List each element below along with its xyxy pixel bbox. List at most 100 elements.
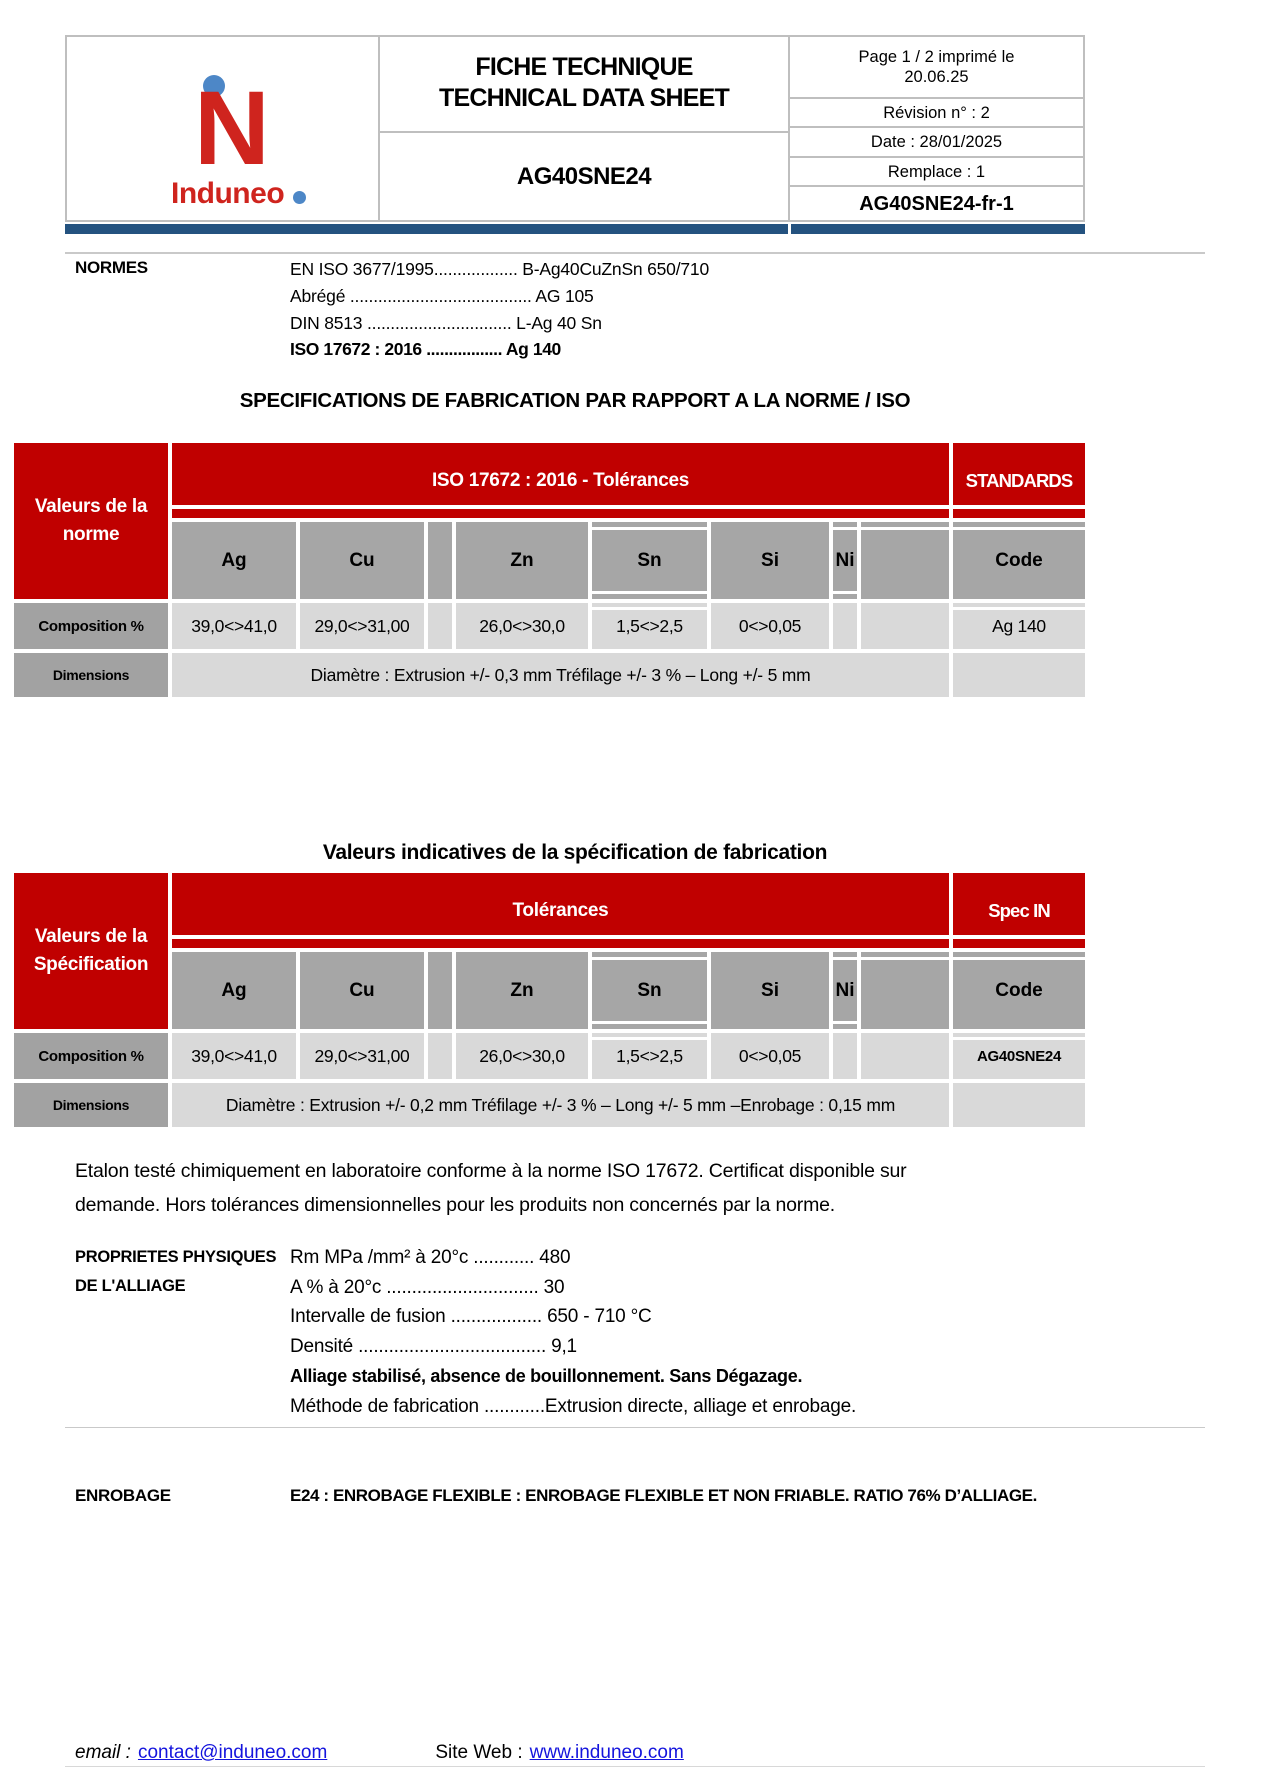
dimensions-text: Diamètre : Extrusion +/- 0,3 mm Tréfilag… bbox=[172, 653, 949, 697]
table-band-title: ISO 17672 : 2016 - Tolérances bbox=[172, 443, 949, 518]
enrobage-text: E24 : ENROBAGE FLEXIBLE : ENROBAGE FLEXI… bbox=[290, 1486, 1037, 1505]
website-label: Site Web : bbox=[435, 1742, 523, 1763]
revision-number: Révision n° : 2 bbox=[790, 97, 1083, 126]
composition-empty bbox=[861, 1033, 949, 1079]
page-info: Page 1 / 2 imprimé le 20.06.25 bbox=[790, 37, 1083, 97]
header-accent-bar bbox=[65, 224, 788, 234]
lab-note-line: Etalon testé chimiquement en laboratoire… bbox=[75, 1160, 907, 1182]
title-fr: FICHE TECHNIQUE bbox=[475, 53, 693, 81]
table-band-right: STANDARDS bbox=[953, 443, 1085, 518]
composition-empty bbox=[861, 603, 949, 649]
print-date: 20.06.25 bbox=[904, 68, 969, 86]
col-header-code: Code bbox=[953, 952, 1085, 1029]
property-line-bold: Alliage stabilisé, absence de bouillonne… bbox=[290, 1365, 803, 1386]
dimensions-code-empty bbox=[953, 1083, 1085, 1127]
dimensions-code-empty bbox=[953, 653, 1085, 697]
replaces: Remplace : 1 bbox=[790, 156, 1083, 185]
col-header-ag: Ag bbox=[172, 522, 296, 599]
composition-ni bbox=[833, 603, 857, 649]
norme-line: EN ISO 3677/1995.................. B-Ag4… bbox=[290, 259, 709, 279]
col-header-spacer bbox=[428, 522, 452, 599]
divider bbox=[65, 1766, 1205, 1767]
property-line: Densité ................................… bbox=[290, 1336, 577, 1358]
col-header-code: Code bbox=[953, 522, 1085, 599]
composition-zn: 26,0<>30,0 bbox=[456, 1033, 588, 1079]
brand-name: Induneo bbox=[171, 177, 285, 210]
page-line: Page 1 / 2 imprimé le bbox=[858, 48, 1015, 66]
lab-note: Etalon testé chimiquement en laboratoire… bbox=[75, 1155, 1020, 1222]
dimensions-text: Diamètre : Extrusion +/- 0,2 mm Tréfilag… bbox=[172, 1083, 949, 1127]
col-header-sn: Sn bbox=[592, 522, 707, 599]
table-row-header: Valeurs de la Spécification bbox=[14, 873, 168, 1029]
composition-si: 0<>0,05 bbox=[711, 603, 829, 649]
col-header-si: Si bbox=[711, 522, 829, 599]
col-header-empty bbox=[861, 522, 949, 599]
col-header-cu: Cu bbox=[300, 522, 424, 599]
col-header-empty bbox=[861, 952, 949, 1029]
composition-si: 0<>0,05 bbox=[711, 1033, 829, 1079]
logo-dot-icon bbox=[203, 75, 225, 97]
composition-ni bbox=[833, 1033, 857, 1079]
col-header-ni: Ni bbox=[833, 522, 857, 599]
enrobage-label: ENROBAGE bbox=[75, 1486, 171, 1505]
property-line: Méthode de fabrication ............Extru… bbox=[290, 1395, 857, 1417]
induneo-logo: N Induneo bbox=[67, 37, 380, 220]
col-header-si: Si bbox=[711, 952, 829, 1029]
table-band-title: Tolérances bbox=[172, 873, 949, 948]
table-row-header: Valeurs de la norme bbox=[14, 443, 168, 599]
composition-cu: 29,0<>31,00 bbox=[300, 1033, 424, 1079]
table-band-right: Spec IN bbox=[953, 873, 1085, 948]
dimensions-label: Dimensions bbox=[14, 653, 168, 697]
property-line: A % à 20°c .............................… bbox=[290, 1276, 565, 1298]
norme-table: Valeurs de la norme ISO 17672 : 2016 - T… bbox=[14, 443, 1085, 697]
email-label: email : bbox=[75, 1742, 131, 1763]
footer: email : contact@induneo.com Site Web : w… bbox=[75, 1742, 684, 1764]
composition-code: Ag 140 bbox=[953, 603, 1085, 649]
composition-zn: 26,0<>30,0 bbox=[456, 603, 588, 649]
composition-ag: 39,0<>41,0 bbox=[172, 1033, 296, 1079]
col-header-zn: Zn bbox=[456, 522, 588, 599]
revision-box: Page 1 / 2 imprimé le 20.06.25 Révision … bbox=[790, 37, 1083, 220]
enrobage-section: ENROBAGE E24 : ENROBAGE FLEXIBLE : ENROB… bbox=[75, 1486, 1037, 1506]
composition-ag: 39,0<>41,0 bbox=[172, 603, 296, 649]
section1-title: SPECIFICATIONS DE FABRICATION PAR RAPPOR… bbox=[239, 389, 911, 412]
lab-note-line: demande. Hors tolérances dimensionnelles… bbox=[75, 1193, 835, 1216]
header-title-block: FICHE TECHNIQUE TECHNICAL DATA SHEET AG4… bbox=[380, 37, 790, 220]
properties-label: PROPRIETES PHYSIQUES bbox=[75, 1248, 277, 1266]
physical-properties-section: PROPRIETES PHYSIQUES DE L'ALLIAGE Rm MPa… bbox=[75, 1243, 856, 1421]
property-line: Rm MPa /mm² à 20°c ............ 480 bbox=[290, 1247, 571, 1268]
composition-cu: 29,0<>31,00 bbox=[300, 603, 424, 649]
revision-date: Date : 28/01/2025 bbox=[790, 126, 1083, 156]
composition-sn: 1,5<>2,5 bbox=[592, 1033, 707, 1079]
dimensions-label: Dimensions bbox=[14, 1083, 168, 1127]
property-line: Intervalle de fusion .................. … bbox=[290, 1306, 652, 1328]
col-header-ni: Ni bbox=[833, 952, 857, 1029]
logo-letter: N bbox=[194, 70, 270, 187]
norme-line: DIN 8513 ...............................… bbox=[290, 312, 602, 333]
website-link[interactable]: www.induneo.com bbox=[529, 1742, 684, 1763]
product-code: AG40SNE24 bbox=[516, 162, 652, 190]
col-header-spacer bbox=[428, 952, 452, 1029]
document-header: N Induneo FICHE TECHNIQUE TECHNICAL DATA… bbox=[65, 35, 1085, 222]
properties-label: DE L'ALLIAGE bbox=[75, 1277, 186, 1295]
divider bbox=[65, 252, 1205, 254]
col-header-cu: Cu bbox=[300, 952, 424, 1029]
composition-sn: 1,5<>2,5 bbox=[592, 603, 707, 649]
header-accent-bar bbox=[791, 224, 1085, 234]
composition-spacer bbox=[428, 1033, 452, 1079]
norme-line: ISO 17672 : 2016 ................. Ag 14… bbox=[290, 339, 561, 360]
col-header-zn: Zn bbox=[456, 952, 588, 1029]
logo-dot-icon bbox=[293, 190, 307, 204]
title-en: TECHNICAL DATA SHEET bbox=[438, 84, 730, 112]
composition-label: Composition % bbox=[14, 603, 168, 649]
composition-label: Composition % bbox=[14, 1033, 168, 1079]
normes-section: NORMES EN ISO 3677/1995.................… bbox=[75, 256, 709, 363]
section2-title: Valeurs indicatives de la spécification … bbox=[322, 841, 828, 864]
composition-spacer bbox=[428, 603, 452, 649]
document-code: AG40SNE24-fr-1 bbox=[790, 185, 1083, 220]
divider bbox=[65, 1427, 1205, 1428]
composition-code: AG40SNE24 bbox=[953, 1033, 1085, 1079]
email-link[interactable]: contact@induneo.com bbox=[137, 1742, 328, 1763]
normes-label: NORMES bbox=[75, 258, 148, 277]
col-header-ag: Ag bbox=[172, 952, 296, 1029]
